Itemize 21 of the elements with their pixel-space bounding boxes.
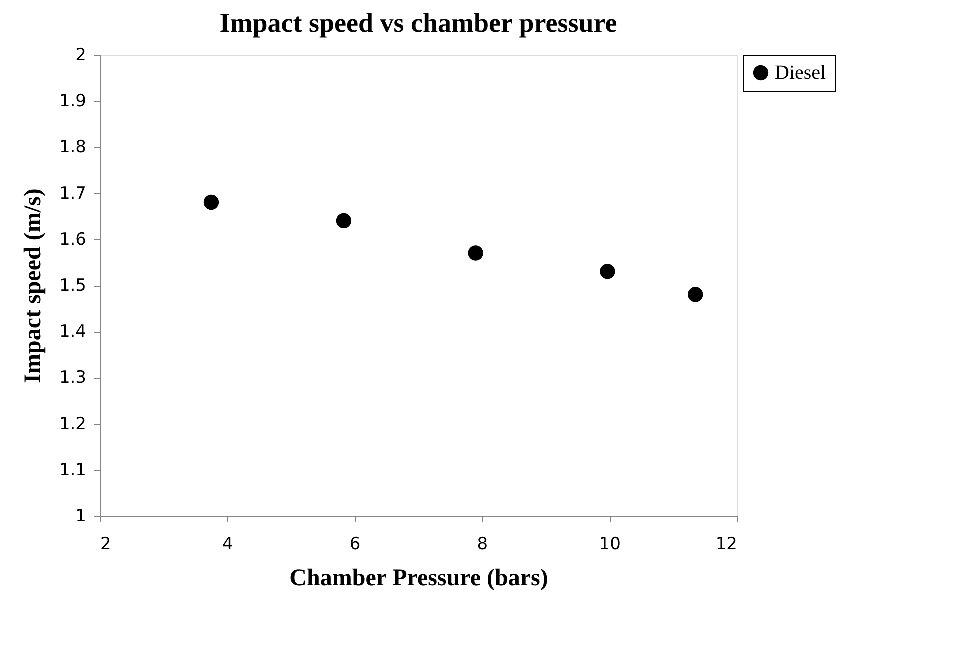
x-tick-label: 6 (350, 534, 361, 554)
x-tick-label: 12 (716, 534, 738, 554)
y-tick-label: 1.2 (59, 414, 86, 434)
y-tick-label: 1.1 (59, 460, 86, 480)
x-tick-label: 8 (477, 534, 488, 554)
y-tick-label: 1.7 (59, 184, 86, 204)
x-tick-label: 2 (100, 534, 112, 554)
chart-title: Impact speed vs chamber pressure (220, 8, 618, 38)
y-tick-label: 1.8 (59, 138, 86, 158)
y-tick-label: 1.4 (59, 322, 86, 342)
y-tick-label: 2 (76, 46, 86, 66)
y-tick-label: 1.3 (59, 368, 86, 388)
x-axis-title: Chamber Pressure (bars) (290, 566, 548, 592)
x-tick-label: 10 (599, 534, 621, 554)
y-tick-label: 1.5 (59, 276, 86, 296)
legend-label: Diesel (775, 62, 827, 84)
y-tick-label: 1.6 (59, 230, 86, 250)
y-tick-label: 1 (76, 506, 86, 526)
y-axis-title: Impact speed (m/s) (20, 188, 46, 384)
y-tick-label: 1.9 (59, 92, 86, 112)
x-tick-label: 4 (222, 534, 234, 554)
